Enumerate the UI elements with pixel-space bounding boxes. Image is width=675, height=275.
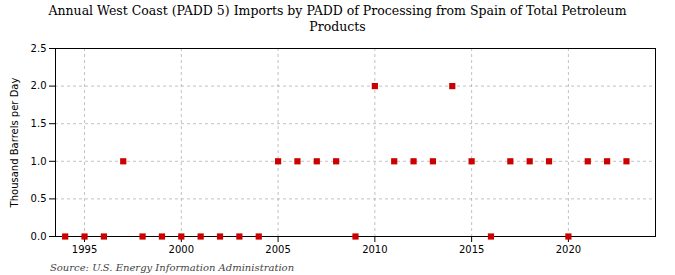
svg-text:2.0: 2.0	[31, 80, 47, 91]
svg-text:0.5: 0.5	[31, 193, 47, 204]
svg-text:Thousand Barrels per Day: Thousand Barrels per Day	[9, 77, 20, 208]
svg-text:2015: 2015	[459, 243, 484, 254]
html-text:Annual West Coast (PADD 5) Imp: Annual West Coast (PADD 5) Imports by PA…	[48, 3, 627, 35]
html-text:Source: U.S. Energy Informatio: Source: U.S. Energy Information Administ…	[50, 261, 295, 273]
svg-text:1995: 1995	[72, 243, 97, 254]
svg-text:2010: 2010	[362, 243, 387, 254]
svg-text:0.0: 0.0	[31, 230, 47, 241]
svg-text:2000: 2000	[169, 243, 194, 254]
svg-text:2.5: 2.5	[31, 42, 47, 53]
svg-text:1.5: 1.5	[31, 117, 47, 128]
svg-text:2020: 2020	[556, 243, 581, 254]
svg-text:2005: 2005	[265, 243, 290, 254]
svg-text:1.0: 1.0	[31, 155, 47, 166]
